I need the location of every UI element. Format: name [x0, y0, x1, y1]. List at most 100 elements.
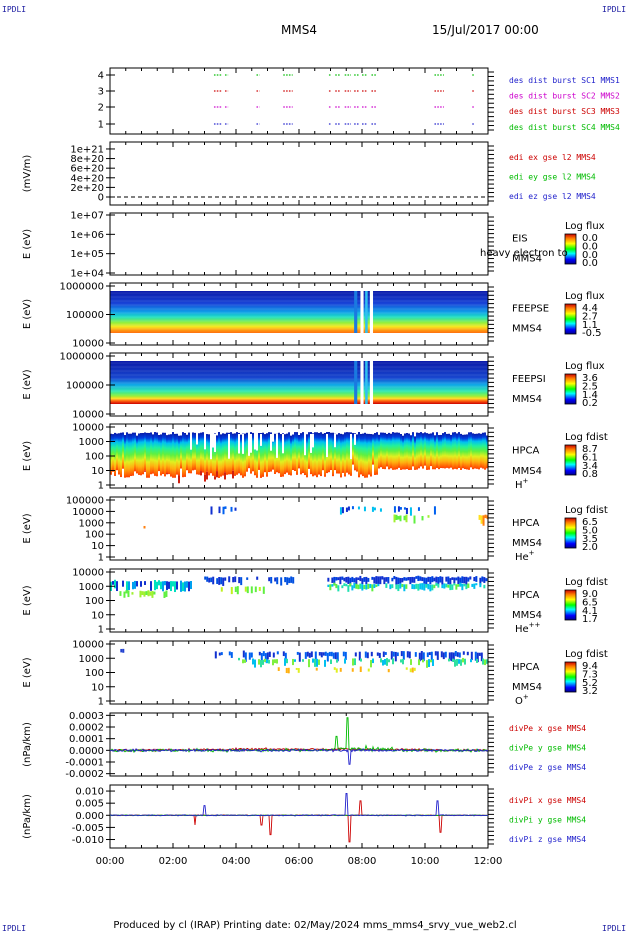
- spectrogram-column: [460, 433, 462, 470]
- spectrogram-column: [238, 577, 241, 584]
- spectrogram-column: [403, 507, 406, 510]
- spectrogram-column: [396, 432, 398, 470]
- spectrogram-column: [427, 515, 430, 518]
- spectrogram-feepsi: [110, 361, 488, 404]
- spectrogram-column: [327, 584, 330, 587]
- spectrogram-column: [454, 651, 457, 657]
- spectrogram-column: [483, 584, 486, 589]
- y-tick-label-hpca_h: 10: [91, 466, 104, 477]
- spectrogram-column: [373, 507, 376, 511]
- spectrogram-column: [276, 651, 279, 655]
- spectrogram-column: [399, 515, 402, 522]
- spectrogram-column: [226, 432, 228, 475]
- spectrogram-gap: [360, 361, 364, 404]
- legend-entry-burst: des dist burst SC1 MMS1: [509, 76, 620, 85]
- spectrogram-column: [112, 434, 114, 472]
- spectrogram-column: [242, 659, 244, 664]
- spectrogram-column: [396, 652, 399, 657]
- spectrogram-column: [331, 577, 334, 583]
- y-tick-label-divpe: 0.0000: [69, 746, 104, 757]
- spectrogram-column: [462, 651, 465, 655]
- spectrogram-column: [375, 576, 378, 584]
- spectrogram-column: [210, 577, 213, 583]
- spectrogram-column: [360, 658, 362, 662]
- spectrogram-column: [270, 576, 273, 584]
- spectrogram-column: [162, 581, 164, 592]
- instrument-label-feepsi: FEEPSI: [512, 374, 546, 385]
- spectrogram-column: [421, 577, 424, 582]
- spectrogram-column: [479, 583, 482, 588]
- spectrogram-column: [338, 433, 340, 474]
- y-tick-label-hpca_o: 100: [85, 668, 104, 679]
- y-tick-label-edi: 8e+20: [70, 154, 104, 165]
- series-line-divpi-0: [109, 800, 489, 843]
- spectrogram-column: [188, 581, 190, 592]
- spectrogram-column: [395, 514, 398, 520]
- spectrogram-column: [254, 659, 256, 668]
- spectrogram-gap: [248, 434, 250, 456]
- spectrogram-column: [220, 587, 223, 592]
- y-axis-label-hpca_he: E (eV): [22, 513, 33, 543]
- spectrogram-column: [232, 577, 235, 583]
- spectrogram-column: [463, 583, 466, 587]
- spectrogram-column: [435, 582, 438, 586]
- spectrogram-column: [122, 580, 124, 587]
- spectrogram-column: [373, 584, 376, 589]
- spectrogram-column: [483, 577, 486, 583]
- y-tick-label-divpe: 0.0001: [69, 734, 104, 745]
- spectrogram-column: [459, 577, 462, 586]
- spectrogram-gap: [242, 434, 244, 454]
- spectrogram-column: [438, 435, 440, 470]
- y-tick-label-hpca_h: 1000: [79, 437, 104, 448]
- spectrogram-column: [156, 432, 158, 477]
- spectrogram-column: [154, 432, 156, 476]
- colorbar-tick-feepse: 2.7: [582, 311, 598, 322]
- spectrogram-column: [146, 432, 148, 478]
- spectrogram-column: [260, 660, 262, 668]
- spectrogram-column: [163, 591, 166, 598]
- spectrogram-column: [268, 577, 271, 582]
- spectrogram-column: [380, 658, 382, 663]
- spectrogram-column: [385, 583, 388, 588]
- spectrogram-column: [206, 434, 208, 472]
- spectrogram-column: [190, 581, 192, 590]
- spectrogram-column: [359, 583, 362, 589]
- legend-entry-divpi: divPi y gse MMS4: [509, 815, 586, 824]
- spectrogram-column: [351, 506, 354, 510]
- spectrogram-column: [172, 581, 174, 587]
- spectrogram-column: [344, 432, 346, 477]
- spectrogram-column: [234, 576, 237, 583]
- spectrogram-column: [147, 590, 150, 597]
- spectrogram-column: [126, 581, 128, 591]
- colorbar-tick-hpca_he: 3.5: [582, 534, 598, 545]
- spectrogram-column: [397, 516, 400, 520]
- colorbar-tick-hpca_he: 5.0: [582, 525, 598, 536]
- spectrogram-column: [258, 659, 260, 665]
- spectrogram-column: [182, 582, 184, 592]
- spectrogram-column: [218, 652, 221, 656]
- legend-entry-burst: des dist burst SC2 MMS2: [509, 92, 620, 101]
- spectrogram-column: [397, 577, 400, 585]
- spectrogram-column: [124, 435, 126, 478]
- spectrogram-column: [379, 508, 382, 512]
- spectrogram-column: [308, 659, 310, 668]
- spectrogram-column: [244, 652, 247, 662]
- spectrogram-column: [444, 432, 446, 469]
- spectrogram-gap: [238, 434, 240, 454]
- spectrogram-column: [478, 652, 481, 656]
- spectrogram-column: [420, 651, 423, 661]
- spectrogram-column: [357, 506, 360, 510]
- spectrogram-column: [332, 432, 334, 477]
- spectrogram-column: [450, 652, 453, 662]
- panel-frame-edi: [109, 141, 489, 206]
- spectrogram-column: [354, 658, 356, 666]
- spectrogram-column: [310, 651, 313, 658]
- spectrogram-column: [139, 590, 142, 598]
- spectrogram-column: [410, 435, 412, 470]
- y-tick-label-feepsi: 1000000: [59, 352, 104, 363]
- spectrogram-column: [393, 576, 396, 580]
- y-tick-label-hpca_he2: 10: [91, 610, 104, 621]
- spectrogram-column: [328, 651, 331, 657]
- spectrogram-column: [360, 433, 362, 475]
- y-tick-label-feepsi: 10000: [72, 410, 104, 421]
